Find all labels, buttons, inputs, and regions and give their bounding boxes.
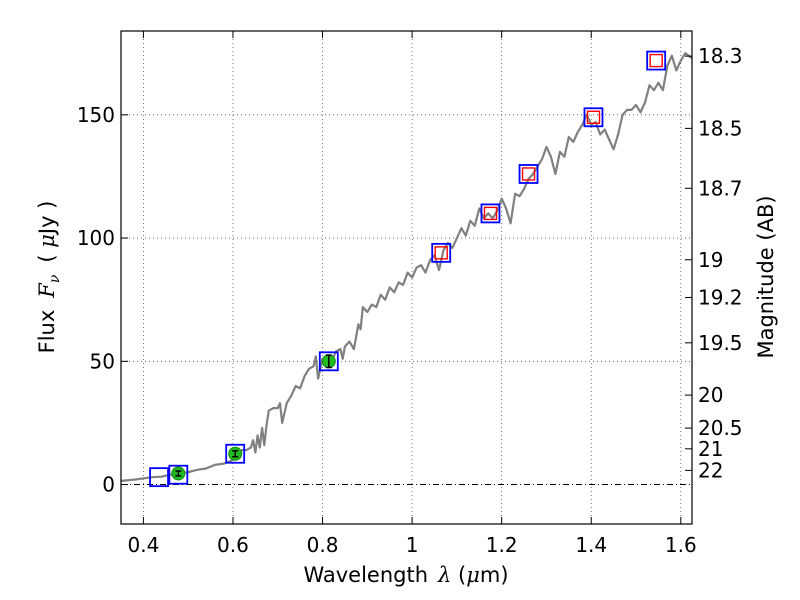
x-label-name: Wavelength (303, 563, 428, 587)
model-flux-marker (521, 167, 536, 181)
y-label-symbol: F (35, 282, 59, 299)
photometry-square-marker (168, 464, 189, 485)
y-tick-label: 150 (77, 103, 115, 127)
model-flux-marker (649, 53, 663, 68)
y-tick-label: 50 (90, 349, 115, 373)
x-tick-label: 0.4 (127, 533, 159, 557)
mag-tick-label: 22 (698, 458, 723, 482)
x-tick-label: 1.2 (486, 533, 518, 557)
y2-axis-label: Magnitude (AB) (754, 195, 778, 358)
x-tick-label: 0.6 (217, 533, 249, 557)
mag-tick-label: 19.5 (698, 331, 743, 355)
mag-tick-label: 20 (698, 383, 723, 407)
model-flux-marker (586, 110, 601, 124)
mag-tick-label: 18.7 (698, 176, 743, 200)
x-tick-label: 1.4 (575, 533, 607, 557)
model-flux-marker (434, 246, 448, 260)
mag-tick-label: 19.2 (698, 285, 743, 309)
y-tick-label: 100 (77, 226, 115, 250)
photometry-square-marker (583, 107, 604, 128)
model-flux-marker (483, 206, 498, 221)
photometry-square-marker (518, 164, 539, 184)
x-axis-label: Wavelength λ (μm) (303, 563, 508, 587)
mag-tick-label: 20.5 (698, 416, 743, 440)
mag-tick-label: 19 (698, 248, 723, 272)
mag-tick-label: 18.5 (698, 116, 743, 140)
plot-frame (120, 30, 693, 525)
model-spectrum-line (120, 52, 693, 482)
x-tick-label: 0.8 (307, 533, 339, 557)
x-label-unit-open: ( (451, 563, 466, 587)
mag-tick-label: 18.3 (698, 44, 743, 68)
x-label-symbol: λ (437, 563, 451, 587)
photometry-square-marker (646, 50, 667, 71)
photometry-square-marker (431, 242, 452, 263)
x-label-unit: μ (466, 563, 480, 587)
y-label-name: Flux (35, 310, 59, 354)
x-tick-label: 1 (406, 533, 419, 557)
y-tick-label: 0 (102, 473, 115, 497)
photometry-square-marker (225, 443, 246, 464)
y-label-unit-rest: Jy ) (35, 201, 59, 237)
y-label-unit-open: ( (35, 248, 59, 263)
photometry-square-marker (318, 351, 339, 372)
mag-tick-label: 21 (698, 437, 723, 461)
plot-content (120, 50, 693, 488)
photometry-square-marker (149, 467, 169, 488)
y-label-unit: μ (35, 234, 59, 248)
photometry-square-marker (480, 203, 501, 224)
y-axis-label: Flux Fν ( μJy ) (35, 201, 63, 354)
x-tick-label: 1.6 (665, 533, 697, 557)
axes-ticks: 0.4 0.6 0.8 1 1.2 1.4 1.6 0 50 100 150 18.3 18.5 18.7… (77, 31, 743, 557)
x-label-unit-rest: m) (480, 563, 509, 587)
y-label-subscript: ν (47, 274, 63, 283)
